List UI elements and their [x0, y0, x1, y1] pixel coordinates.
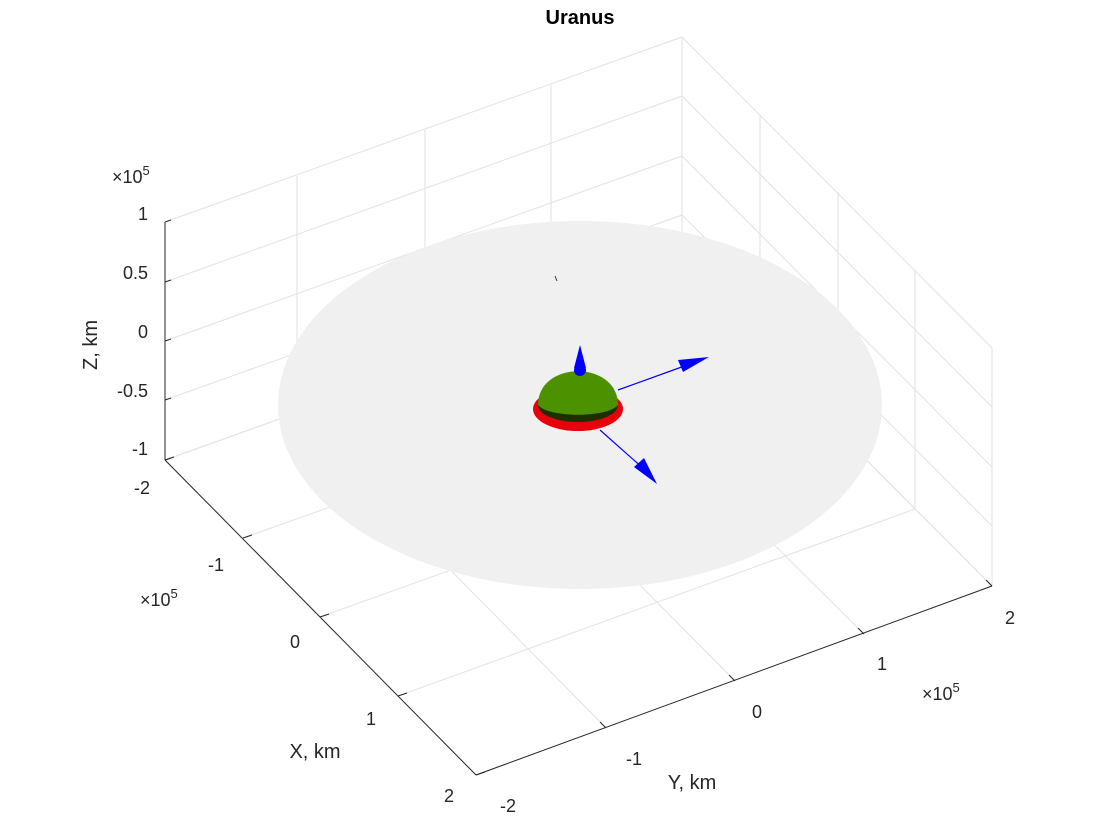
x-tick-marks — [164, 456, 486, 776]
x-tick-label: 2 — [444, 786, 454, 806]
y-tick-label: -1 — [626, 749, 642, 769]
x-tick-label: 0 — [290, 632, 300, 652]
y-exponent: ×105 — [922, 680, 960, 704]
z-tick-label: -0.5 — [117, 381, 148, 401]
chart-title: Uranus — [546, 7, 615, 29]
vector-y — [617, 357, 709, 391]
x-axis-label: X, km — [289, 741, 340, 763]
z-tick-label: 0.5 — [123, 263, 148, 283]
z-tick-marks — [164, 219, 172, 461]
x-tick-label: -2 — [134, 478, 150, 498]
distant-marker — [554, 275, 558, 282]
x-tick-label: 1 — [366, 709, 376, 729]
z-tick-label: 1 — [138, 204, 148, 224]
y-tick-label: 1 — [877, 654, 887, 674]
y-tick-label: -2 — [500, 796, 516, 816]
z-axis-label: Z, km — [80, 320, 102, 370]
x-axis-line — [164, 459, 477, 776]
y-tick-marks — [599, 579, 993, 729]
y-axis-label: Y, km — [668, 772, 717, 794]
planet-uranus — [538, 371, 618, 415]
y-tick-label: 2 — [1005, 608, 1015, 628]
x-exponent: ×105 — [140, 586, 178, 610]
vector-x — [599, 429, 657, 484]
y-tick-label: 0 — [752, 702, 762, 722]
z-tick-label: 0 — [138, 322, 148, 342]
vector-z — [574, 345, 586, 376]
z-tick-label: -1 — [132, 439, 148, 459]
x-tick-label: -1 — [208, 555, 224, 575]
z-exponent: ×105 — [112, 163, 150, 187]
